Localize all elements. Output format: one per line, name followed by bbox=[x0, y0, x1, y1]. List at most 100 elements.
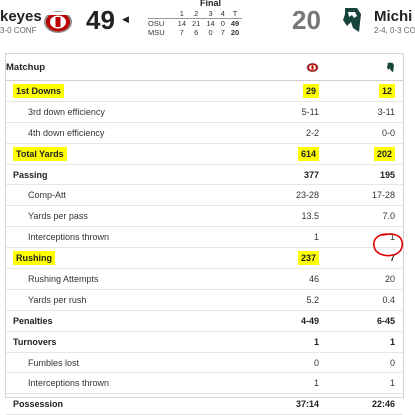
msu-stat-value: 20 bbox=[327, 268, 403, 290]
linescore-header-total: T bbox=[232, 9, 238, 18]
msu-stat-value: 7 bbox=[327, 247, 403, 270]
osu-stat-value: 1 bbox=[259, 331, 327, 353]
linescore-q2: 6 bbox=[194, 28, 199, 37]
matchup-header-row: Matchup bbox=[6, 54, 403, 81]
msu-stat-value: 6-45 bbox=[327, 310, 403, 332]
stat-label: 3rd down efficiency bbox=[6, 101, 259, 123]
stat-row-passing: Passing 377 195 bbox=[6, 164, 403, 186]
right-team-score: 20 bbox=[292, 5, 321, 35]
msu-stat-value: 195 bbox=[327, 164, 403, 186]
matchup-table: Matchup 1st Downs 29 12 3rd down eff bbox=[6, 54, 403, 415]
stat-row-yards-per-pass: Yards per pass 13.5 7.0 bbox=[6, 205, 403, 228]
stat-row-3rd-down-efficiency: 3rd down efficiency 5-11 3-11 bbox=[6, 101, 403, 123]
stat-label: Rushing Attempts bbox=[6, 268, 259, 290]
linescore-header-q3: 3 bbox=[208, 9, 213, 18]
osu-column-logo bbox=[259, 54, 327, 81]
michigan-state-logo-icon[interactable] bbox=[339, 6, 363, 34]
stat-row-comp-att: Comp-Att 23-28 17-28 bbox=[6, 184, 403, 207]
osu-stat-value: 5-11 bbox=[259, 101, 327, 123]
stat-label: 1st Downs bbox=[13, 83, 65, 98]
linescore-header-q4: 4 bbox=[220, 9, 225, 18]
stat-label: Yards per rush bbox=[6, 289, 259, 311]
linescore-q4: 0 bbox=[217, 18, 228, 28]
stat-label: Rushing bbox=[13, 251, 55, 266]
stat-row-rushing-attempts: Rushing Attempts 46 20 bbox=[6, 268, 403, 290]
msu-stat-value: 0.4 bbox=[327, 289, 403, 311]
msu-stat-value: 17-28 bbox=[327, 184, 403, 207]
stat-label: Possession bbox=[6, 393, 259, 415]
left-team-record: 3-0 CONF bbox=[0, 26, 37, 35]
stat-label: Comp-Att bbox=[6, 184, 259, 207]
linescore-header-row: 1 2 3 4 T bbox=[148, 9, 242, 19]
osu-stat-value: 614 bbox=[297, 146, 319, 161]
msu-stat-value: 3-11 bbox=[327, 101, 403, 123]
stat-row-interceptions-thrown: Interceptions thrown 1 1 bbox=[6, 226, 403, 249]
osu-stat-value: 1 bbox=[259, 372, 327, 395]
stat-label: Turnovers bbox=[6, 331, 259, 353]
msu-stat-value: 22:46 bbox=[327, 393, 403, 415]
linescore-q3: 0 bbox=[208, 28, 213, 37]
msu-stat-value: 0 bbox=[327, 352, 403, 374]
linescore-total: 20 bbox=[230, 28, 240, 37]
osu-stat-value: 5.2 bbox=[259, 289, 327, 311]
linescore-header-q2: 2 bbox=[194, 9, 199, 18]
ohio-state-logo-icon bbox=[306, 62, 319, 72]
stat-label: Interceptions thrown bbox=[6, 372, 259, 395]
stat-row-turnovers: Turnovers 1 1 bbox=[6, 331, 403, 353]
osu-stat-value: 2-2 bbox=[259, 122, 327, 144]
michigan-state-logo-icon bbox=[386, 62, 394, 72]
stat-row-rushing: Rushing 237 7 bbox=[6, 247, 403, 270]
stat-label: 4th down efficiency bbox=[6, 122, 259, 144]
ohio-state-logo-icon[interactable] bbox=[43, 8, 73, 34]
stat-row-possession: Possession 37:14 22:46 bbox=[6, 393, 403, 415]
osu-stat-value: 29 bbox=[302, 83, 319, 98]
osu-stat-value: 377 bbox=[259, 164, 327, 186]
left-team-score: 49 bbox=[86, 5, 115, 35]
msu-stat-value: 1 bbox=[327, 331, 403, 353]
msu-stat-value: 1 bbox=[327, 226, 403, 249]
osu-stat-value: 13.5 bbox=[259, 205, 327, 228]
stat-label: Interceptions thrown bbox=[6, 226, 259, 249]
osu-stat-value: 0 bbox=[259, 352, 327, 374]
right-team-name[interactable]: Michi bbox=[374, 8, 413, 25]
linescore-row-msu: MSU 7 6 0 7 20 bbox=[148, 28, 242, 37]
stat-label: Yards per pass bbox=[6, 205, 259, 228]
osu-stat-value: 46 bbox=[259, 268, 327, 290]
msu-stat-value: 1 bbox=[327, 372, 403, 395]
stat-label: Fumbles lost bbox=[6, 352, 259, 374]
linescore-q1: 14 bbox=[174, 18, 190, 28]
stat-row-fumbles-lost: Fumbles lost 0 0 bbox=[6, 352, 403, 374]
linescore-team: MSU bbox=[148, 28, 165, 37]
linescore-header-q1: 1 bbox=[179, 9, 184, 18]
osu-stat-value: 4-49 bbox=[259, 310, 327, 332]
linescore-q1: 7 bbox=[179, 28, 184, 37]
osu-stat-value: 1 bbox=[259, 226, 327, 249]
stat-row-yards-per-rush: Yards per rush 5.2 0.4 bbox=[6, 289, 403, 311]
linescore-q3: 14 bbox=[203, 18, 218, 28]
game-status: Final bbox=[200, 0, 222, 8]
matchup-title: Matchup bbox=[6, 54, 259, 81]
msu-stat-value: 202 bbox=[373, 146, 395, 161]
stat-label: Passing bbox=[6, 164, 259, 186]
stat-row-1st-downs: 1st Downs 29 12 bbox=[6, 80, 403, 102]
msu-stat-value: 0-0 bbox=[327, 122, 403, 144]
linescore-row-osu: OSU 14 21 14 0 49 bbox=[148, 18, 243, 28]
scoreboard-header: keyes 3-0 CONF 49 ◀ Final 1 2 3 4 T OSU … bbox=[0, 0, 415, 44]
linescore-table: 1 2 3 4 T OSU 14 21 14 0 49 MSU 7 6 0 7 … bbox=[148, 9, 243, 37]
winner-arrow-icon: ◀ bbox=[122, 14, 129, 24]
osu-stat-value: 237 bbox=[297, 251, 319, 266]
right-team-record: 2-4, 0-3 CO bbox=[374, 26, 415, 35]
stat-row-penalties: Penalties 4-49 6-45 bbox=[6, 310, 403, 332]
matchup-stats-card: Matchup 1st Downs 29 12 3rd down eff bbox=[5, 53, 404, 415]
osu-stat-value: 37:14 bbox=[259, 393, 327, 415]
linescore-header-team bbox=[148, 9, 175, 19]
msu-stat-value: 12 bbox=[378, 83, 395, 98]
linescore-q2: 21 bbox=[189, 18, 204, 28]
linescore-q4: 7 bbox=[220, 28, 225, 37]
linescore-team: OSU bbox=[148, 18, 175, 28]
msu-column-logo bbox=[327, 54, 403, 81]
left-team-name[interactable]: keyes bbox=[0, 8, 42, 25]
stat-row-interceptions-thrown-2: Interceptions thrown 1 1 bbox=[6, 372, 403, 395]
linescore-total: 49 bbox=[227, 18, 243, 28]
msu-stat-value: 7.0 bbox=[327, 205, 403, 228]
